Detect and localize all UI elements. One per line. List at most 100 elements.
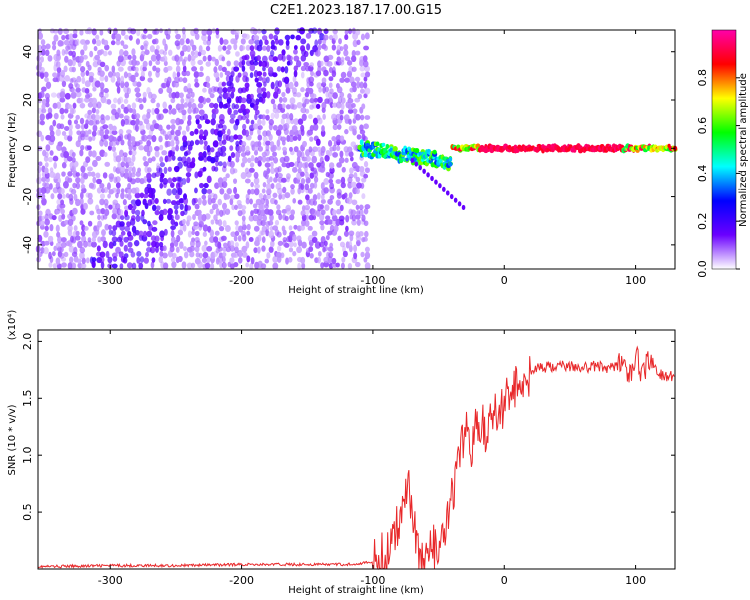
spectrogram-cell (438, 183, 442, 189)
spectrogram-cell (37, 32, 44, 40)
spectrogram-cell (340, 176, 346, 185)
spectrogram-cell (143, 40, 149, 47)
spectrogram-cell (99, 70, 105, 77)
spectrogram-cell (233, 186, 238, 195)
spectrogram-cell (249, 162, 255, 168)
spectrogram-cell (45, 144, 51, 152)
spectrogram-cell (146, 33, 153, 40)
spectrogram-cell (351, 55, 357, 63)
spectrogram-cell (40, 134, 45, 142)
spectrogram-cell (242, 123, 247, 131)
spectrogram-cell (331, 214, 338, 222)
spectrogram-cell (136, 81, 142, 88)
spectrogram-cell (176, 234, 181, 243)
spectrogram-cell (103, 187, 109, 194)
spectrogram-cell (355, 188, 360, 195)
spectrogram-cell (198, 151, 204, 158)
spectrogram-cell (185, 70, 191, 77)
spectrogram-cell (254, 77, 259, 83)
spectrogram-cell (353, 252, 358, 260)
spectrogram-cell (261, 87, 267, 93)
colorbar-gradient (712, 30, 736, 269)
spectrogram-cell (265, 144, 270, 152)
spectrogram-cell (257, 140, 262, 148)
spectrogram-cell (364, 32, 370, 40)
spectrogram-cell (162, 262, 169, 270)
spectrogram-cell (361, 214, 366, 222)
spectrogram-cell (214, 58, 219, 67)
spectrogram-cell (123, 71, 128, 79)
spectrogram-cell (300, 71, 305, 79)
spectrogram-cell (118, 96, 124, 104)
spectrogram-cell (350, 141, 357, 148)
spectrogram-cell (171, 188, 178, 196)
spectrogram-cell (60, 188, 65, 195)
colorbar-label: Normalized spectral amplitude (738, 73, 749, 227)
spectrogram-cell (51, 251, 56, 257)
spectrogram-cell (222, 220, 227, 227)
spectrogram-cell (142, 219, 148, 225)
spectrogram-cell (181, 261, 187, 269)
spectrogram-cell (267, 66, 274, 74)
spectrogram-cell (79, 246, 86, 254)
spectrogram-cell (127, 241, 133, 248)
spectrogram-cell (363, 123, 369, 130)
spectrogram-cell (210, 147, 215, 153)
spectrogram-cell (60, 208, 65, 215)
spectrogram-cell (273, 156, 279, 164)
spectrogram-cell (328, 162, 335, 169)
spectrogram-cell (222, 161, 227, 169)
spectrogram-cell (359, 166, 365, 173)
spectrogram-cell (257, 118, 262, 126)
spectrogram-cell (130, 178, 136, 185)
spectrogram-cell (71, 207, 78, 215)
spectrogram-cell (70, 262, 77, 270)
spectrogram-cell (189, 251, 195, 258)
spectrogram-cell (358, 204, 364, 210)
spectrogram-cell (135, 199, 142, 207)
spectrogram-cell (95, 204, 100, 211)
spectrogram-cell (41, 103, 46, 110)
spectrogram-cell (253, 35, 260, 41)
spectrogram-cell (187, 114, 192, 121)
spectrogram-cell (134, 124, 139, 132)
spectrogram-cell (170, 214, 174, 220)
spectrogram-cell (262, 71, 267, 77)
spectrogram-cell (276, 245, 282, 252)
spectrogram-cell (345, 225, 349, 232)
spectrogram-cell (300, 65, 306, 72)
spectrogram-cell (61, 48, 66, 56)
spectrogram-cell (277, 124, 283, 131)
spectrogram-cell (255, 198, 262, 206)
spectrogram-cell (292, 251, 297, 257)
spectrogram-cell (194, 230, 200, 237)
spectrogram-cell (272, 124, 278, 131)
spectrogram-cell (321, 101, 327, 110)
spectrogram-cell (187, 87, 193, 94)
spectrogram-cell (171, 108, 177, 115)
spectrogram-cell (320, 262, 325, 269)
spectrogram-cell (59, 40, 65, 47)
spectrogram-cell (312, 199, 318, 206)
spectrogram-cell (362, 136, 368, 142)
spectrogram-cell (120, 192, 125, 200)
spectrogram-cell (100, 207, 106, 215)
spectrogram-cell (131, 48, 136, 56)
spectrogram-cell (236, 145, 243, 154)
spectrogram-cell (229, 160, 235, 168)
spectrogram-cell (277, 165, 282, 173)
spectrogram-cell (50, 193, 55, 200)
spectrogram-cell (362, 60, 369, 68)
spectrogram-cell (274, 112, 280, 119)
spectrogram-cell (150, 261, 155, 269)
spectrogram-cell (183, 85, 188, 93)
spectrogram-cell (206, 144, 211, 153)
spectrogram-cell (213, 71, 220, 79)
spectrogram-cell (153, 28, 160, 35)
spectrogram-cell (305, 171, 309, 179)
spectrogram-cell (305, 194, 310, 201)
spectrogram-cell (449, 193, 454, 200)
spectrogram-cell (349, 156, 354, 162)
spectrogram-cell (172, 177, 177, 183)
spectrogram-cell (222, 87, 228, 94)
